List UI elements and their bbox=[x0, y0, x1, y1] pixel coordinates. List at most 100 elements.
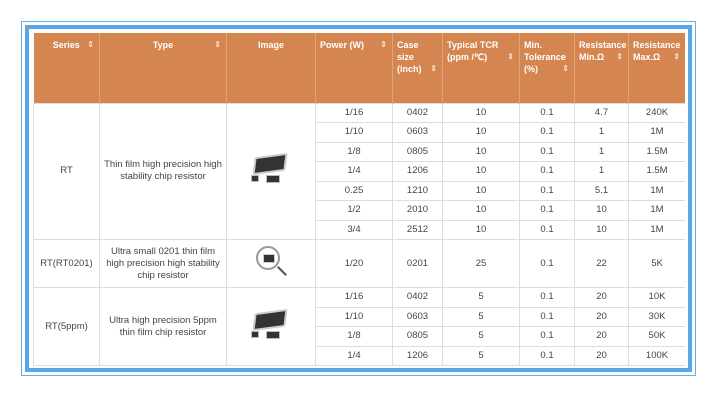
data-cell: 10 bbox=[442, 141, 520, 162]
data-cell: 1/16 bbox=[315, 287, 393, 308]
data-cell: 0402 bbox=[392, 287, 443, 308]
data-cell: 10 bbox=[442, 200, 520, 221]
sort-icon[interactable]: ⇕ bbox=[673, 52, 680, 61]
data-cell: 0.1 bbox=[519, 161, 575, 182]
data-cell: 5 bbox=[442, 345, 520, 366]
sort-icon[interactable]: ⇕ bbox=[507, 52, 514, 61]
column-header-6[interactable]: Min. Tolerance (%) ⇕ bbox=[519, 33, 575, 103]
product-table: Series ⇕ Type ⇕ Image Power (W) ⇕ Case size (in… bbox=[33, 33, 685, 366]
header-row: Series ⇕ Type ⇕ Image Power (W) ⇕ Case size (in… bbox=[33, 33, 685, 103]
sort-icon[interactable]: ⇕ bbox=[430, 64, 437, 73]
magnifier-lens-icon bbox=[256, 245, 280, 270]
data-cell: 10 bbox=[574, 219, 629, 240]
data-cell: 4.7 bbox=[574, 102, 629, 123]
data-cell: 5 bbox=[442, 287, 520, 308]
data-cell: 1.5M bbox=[628, 141, 685, 162]
data-cell: 22 bbox=[574, 239, 629, 288]
image-cell bbox=[226, 102, 316, 240]
data-cell: 50K bbox=[628, 326, 685, 347]
data-cell: 0.1 bbox=[519, 219, 575, 240]
data-cell: 10 bbox=[574, 200, 629, 221]
sort-icon[interactable]: ⇕ bbox=[562, 64, 569, 73]
data-cell: 1M bbox=[628, 122, 685, 143]
image-cell bbox=[226, 239, 316, 288]
data-cell: 1/2 bbox=[315, 200, 393, 221]
column-header-label: Resistance Max.Ω bbox=[633, 40, 681, 62]
sort-icon[interactable]: ⇕ bbox=[380, 40, 387, 49]
data-cell: 1/16 bbox=[315, 102, 393, 123]
column-header-label: Typical TCR (ppm /℃) bbox=[447, 40, 499, 62]
column-header-8[interactable]: Resistance Max.Ω ⇕ bbox=[628, 33, 685, 103]
data-cell: 1.5M bbox=[628, 161, 685, 182]
data-cell: 0603 bbox=[392, 306, 443, 327]
table-row: 1/10 0603 10 0.1 1 1M bbox=[34, 122, 685, 143]
data-cell: 2010 bbox=[392, 200, 443, 221]
column-header-label: Power (W) bbox=[320, 40, 364, 50]
data-cell: 0201 bbox=[392, 239, 443, 288]
image-cell bbox=[226, 287, 316, 366]
chip-icon bbox=[263, 253, 275, 263]
column-header-5[interactable]: Typical TCR (ppm /℃) ⇕ bbox=[442, 33, 520, 103]
type-cell: Ultra high precision 5ppm thin film chip… bbox=[99, 287, 227, 366]
sort-icon[interactable]: ⇕ bbox=[214, 40, 221, 49]
sort-icon[interactable]: ⇕ bbox=[87, 40, 94, 49]
data-cell: 10 bbox=[442, 161, 520, 182]
data-cell: 0.1 bbox=[519, 345, 575, 366]
type-cell: Thin film high precision high stability … bbox=[99, 102, 227, 240]
data-cell: 0805 bbox=[392, 326, 443, 347]
series-cell: RT bbox=[33, 102, 100, 240]
column-header-4[interactable]: Case size (inch) ⇕ bbox=[392, 33, 443, 103]
chip-icon bbox=[252, 308, 288, 331]
data-cell: 1/10 bbox=[315, 122, 393, 143]
series-cell: RT(RT0201) bbox=[33, 239, 100, 288]
inner-frame bbox=[25, 25, 692, 372]
table-row: 3/4 2512 10 0.1 10 1M bbox=[34, 219, 685, 240]
table-row: RT(RT0201) Ultra small 0201 thin film hig… bbox=[33, 239, 685, 288]
chip-icon bbox=[252, 153, 288, 176]
chip-icon bbox=[266, 330, 280, 339]
data-cell: 0.1 bbox=[519, 200, 575, 221]
column-header-label: Type bbox=[152, 40, 174, 50]
column-header-0[interactable]: Series ⇕ bbox=[33, 33, 100, 103]
data-cell: 5K bbox=[628, 239, 685, 288]
table-row: 0.25 1210 10 0.1 5.1 1M bbox=[34, 180, 685, 201]
data-cell: 5.1 bbox=[574, 180, 629, 201]
sort-icon[interactable]: ⇕ bbox=[616, 52, 623, 61]
data-cell: 3/4 bbox=[315, 219, 393, 240]
data-cell: 0.1 bbox=[519, 239, 575, 288]
data-cell: 100K bbox=[628, 345, 685, 366]
data-cell: 30K bbox=[628, 306, 685, 327]
chip-resistor-image bbox=[246, 151, 296, 187]
data-cell: 240K bbox=[628, 102, 685, 123]
data-cell: 25 bbox=[442, 239, 520, 288]
column-header-label: Series bbox=[52, 40, 80, 50]
table-body: RT Thin film high precision high stabilit… bbox=[33, 102, 685, 366]
magnifier-chip-image bbox=[246, 244, 296, 280]
chip-resistor-image bbox=[246, 307, 296, 343]
data-cell: 20 bbox=[574, 306, 629, 327]
table-row: RT Thin film high precision high stabilit… bbox=[33, 102, 685, 240]
table-row: 1/10 0603 5 0.1 20 30K bbox=[34, 306, 685, 327]
column-header-3[interactable]: Power (W) ⇕ bbox=[315, 33, 393, 103]
data-cell: 1 bbox=[574, 161, 629, 182]
data-cell: 5 bbox=[442, 306, 520, 327]
data-cell: 0.1 bbox=[519, 102, 575, 123]
data-cell: 1/8 bbox=[315, 326, 393, 347]
data-cell: 1/8 bbox=[315, 141, 393, 162]
column-header-7[interactable]: Resistance Min.Ω ⇕ bbox=[574, 33, 629, 103]
data-cell: 20 bbox=[574, 326, 629, 347]
column-header-1[interactable]: Type ⇕ bbox=[99, 33, 227, 103]
chip-icon bbox=[266, 175, 280, 184]
data-cell: 1M bbox=[628, 200, 685, 221]
data-cell: 0402 bbox=[392, 102, 443, 123]
chip-icon bbox=[251, 330, 259, 338]
data-cell: 1210 bbox=[392, 180, 443, 201]
column-header-label: Resistance Min.Ω bbox=[579, 40, 627, 62]
data-cell: 1/4 bbox=[315, 161, 393, 182]
table-row: 1/8 0805 10 0.1 1 1.5M bbox=[34, 141, 685, 162]
data-cell: 1 bbox=[574, 141, 629, 162]
column-header-label: Case size (inch) bbox=[397, 40, 422, 74]
data-cell: 10 bbox=[442, 102, 520, 123]
data-cell: 1/20 bbox=[315, 239, 393, 288]
data-cell: 10 bbox=[442, 122, 520, 143]
